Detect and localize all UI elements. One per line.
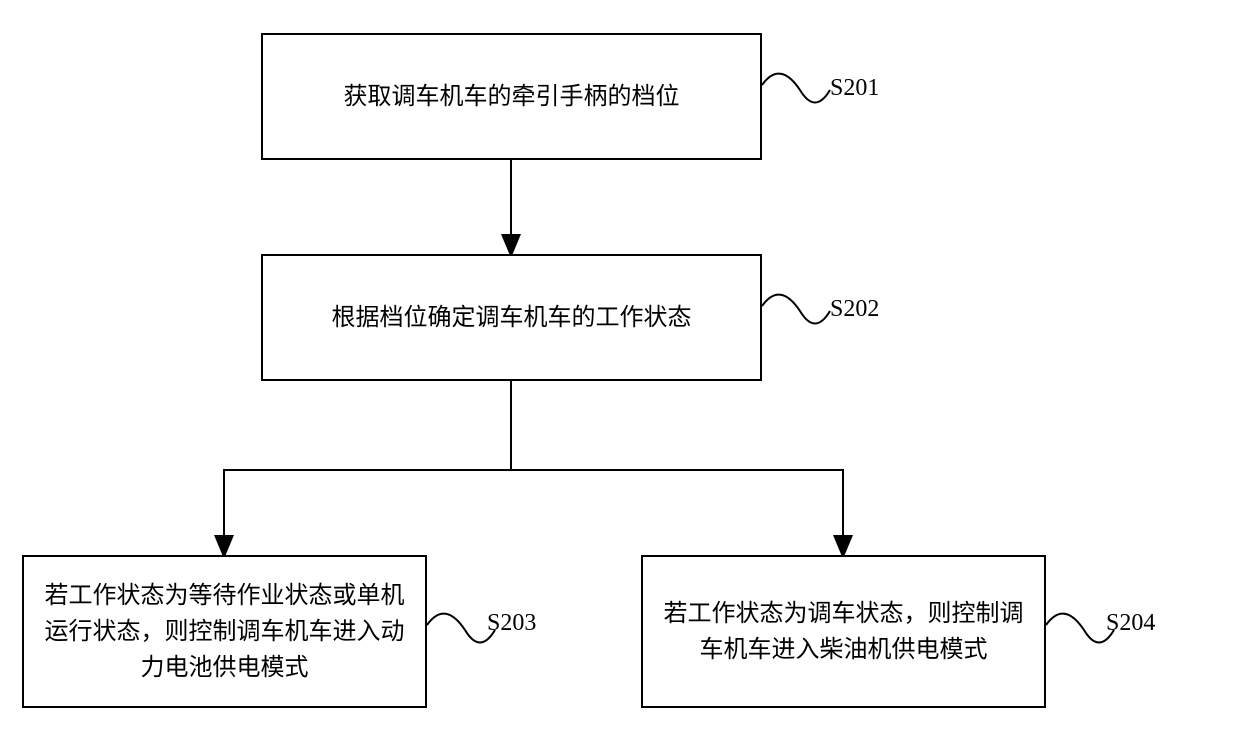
flow-node-n4: 若工作状态为调车状态，则控制调车机车进入柴油机供电模式 <box>641 555 1046 708</box>
label-connector-1 <box>762 295 830 324</box>
step-label-S202: S202 <box>830 296 879 323</box>
step-label-S203: S203 <box>487 610 536 637</box>
edge-n2-n4 <box>511 381 843 555</box>
flow-node-n1: 获取调车机车的牵引手柄的档位 <box>261 33 762 160</box>
flow-node-text: 若工作状态为调车状态，则控制调车机车进入柴油机供电模式 <box>659 596 1028 668</box>
flow-node-text: 根据档位确定调车机车的工作状态 <box>332 300 692 336</box>
label-connector-3 <box>1046 614 1114 643</box>
flow-node-text: 获取调车机车的牵引手柄的档位 <box>344 79 680 115</box>
flowchart-canvas: 获取调车机车的牵引手柄的档位 S201 根据档位确定调车机车的工作状态 S202 若工作… <box>0 0 1239 741</box>
flow-node-n3: 若工作状态为等待作业状态或单机运行状态，则控制调车机车进入动力电池供电模式 <box>22 555 427 708</box>
flow-node-n2: 根据档位确定调车机车的工作状态 <box>261 254 762 381</box>
label-connector-0 <box>762 74 830 103</box>
flow-node-text: 若工作状态为等待作业状态或单机运行状态，则控制调车机车进入动力电池供电模式 <box>40 578 409 686</box>
step-label-S204: S204 <box>1106 610 1155 637</box>
step-label-S201: S201 <box>830 75 879 102</box>
edge-n2-n3 <box>224 381 511 555</box>
label-connector-2 <box>427 614 495 643</box>
